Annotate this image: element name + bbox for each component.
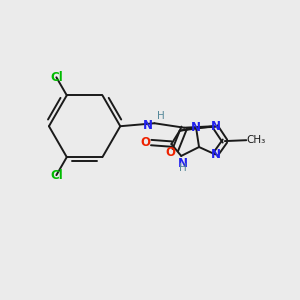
Text: Cl: Cl (50, 71, 63, 84)
Text: N: N (191, 121, 201, 134)
Text: Cl: Cl (50, 169, 63, 182)
Text: CH₃: CH₃ (246, 135, 266, 145)
Text: H: H (179, 164, 187, 173)
Text: N: N (178, 157, 188, 170)
Text: N: N (143, 119, 153, 132)
Text: N: N (210, 120, 220, 133)
Text: H: H (157, 111, 165, 121)
Text: O: O (165, 146, 175, 160)
Text: O: O (141, 136, 151, 149)
Text: N: N (210, 148, 220, 161)
